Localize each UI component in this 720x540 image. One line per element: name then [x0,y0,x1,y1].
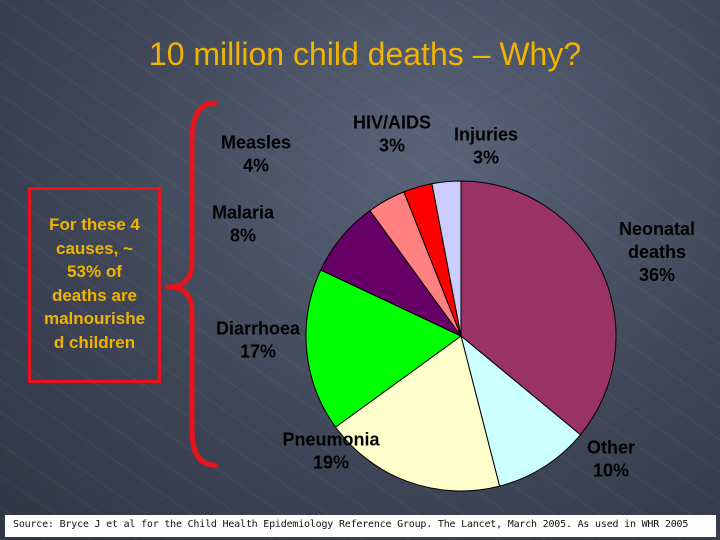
pie-labels: Neonatal deaths 36% Other 10% Pneumonia 19% Dia… [212,113,695,481]
note-line: d children [53,332,136,352]
slice-label-measles: Measles 4% [221,133,291,176]
note-line: causes, ~ [55,238,134,258]
slice-label-malaria: Malaria 8% [212,203,275,246]
slice-label-other: Other 10% [587,438,635,481]
note-box [28,187,161,383]
note-text: For these 4 causes, ~ 53% of deaths are … [30,213,159,354]
note-line: deaths are [51,285,138,305]
source-bar [5,515,716,537]
pie-slice-diarrhoea [305,269,462,428]
note-line: For these 4 [49,215,140,234]
source-text: Source: Bryce J et al for the Child Heal… [13,519,689,530]
note-line: 53% of [67,262,122,281]
slice-label-injuries: Injuries 3% [454,125,518,168]
pie-slice-injuries [431,180,462,337]
pie-slice-pneumonia [334,335,501,492]
slice-label-hiv-aids: HIV/AIDS 3% [353,113,431,156]
pie-slice-neonatal-deaths [460,180,617,436]
slice-label-pneumonia: Pneumonia 19% [282,430,380,473]
curly-brace [165,100,218,468]
slice-label-diarrhoea: Diarrhoea 17% [216,319,301,362]
slice-label-neonatal-deaths: Neonatal deaths 36% [619,219,695,285]
pie-slice-other [460,334,582,487]
slide-title: 10 million child deaths – Why? [148,36,582,72]
note-line: malnourishe [43,309,146,328]
pie-slices [305,180,617,492]
